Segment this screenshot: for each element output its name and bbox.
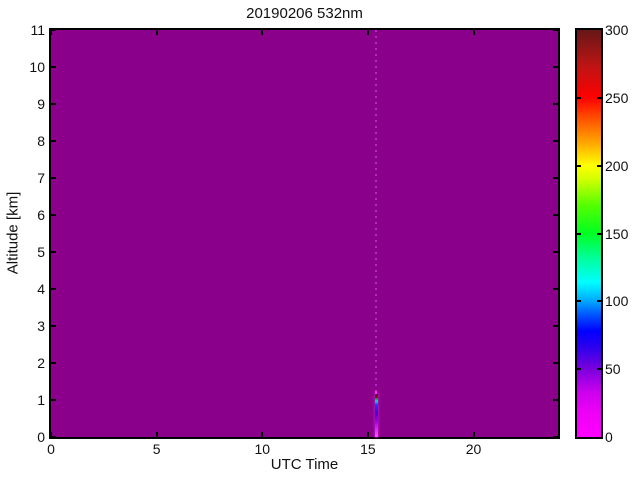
colorbar-tick-mark-right	[597, 164, 601, 167]
x-tick-mark-top	[155, 30, 158, 35]
y-tick-label: 2	[37, 355, 45, 371]
y-tick-mark-right	[553, 325, 558, 327]
colorbar-tick-mark-right	[597, 96, 601, 99]
y-tick-label: 10	[29, 59, 45, 75]
y-tick-mark	[51, 29, 56, 31]
colorbar-tick-mark	[577, 164, 581, 167]
y-tick-mark	[51, 288, 56, 290]
x-tick-mark-top	[472, 30, 475, 35]
colorbar-tick-mark	[577, 368, 581, 371]
x-tick-mark	[366, 432, 369, 437]
y-tick-label: 5	[37, 244, 45, 260]
colorbar-tick-mark	[577, 96, 581, 99]
y-tick-mark-right	[553, 140, 558, 142]
y-tick-mark	[51, 325, 56, 327]
x-tick-mark	[50, 432, 52, 437]
y-tick-mark	[51, 214, 56, 216]
x-tick-label: 5	[152, 441, 161, 457]
y-tick-mark	[51, 436, 56, 438]
x-axis-label: UTC Time	[270, 456, 339, 473]
y-axis-label: Altitude [km]	[4, 191, 22, 275]
y-tick-mark-right	[553, 177, 558, 179]
y-tick-mark-right	[553, 399, 558, 401]
colorbar-tick-mark-right	[597, 300, 601, 303]
x-tick-label: 20	[465, 441, 482, 457]
chart-title: 20190206 532nm	[246, 5, 363, 22]
colorbar-tick-label: 200	[605, 157, 629, 174]
backscatter-streak	[374, 393, 378, 437]
y-tick-mark	[51, 140, 56, 142]
x-tick-mark-top	[366, 30, 369, 35]
colorbar	[575, 28, 603, 439]
colorbar-tick-label: 50	[605, 361, 621, 378]
colorbar-tick-mark-right	[597, 232, 601, 235]
y-tick-mark	[51, 66, 56, 68]
y-tick-label: 9	[37, 96, 45, 112]
y-tick-mark	[51, 399, 56, 401]
y-tick-mark-right	[553, 251, 558, 253]
x-tick-label: 10	[254, 441, 271, 457]
x-tick-mark	[472, 432, 475, 437]
y-tick-mark	[51, 251, 56, 253]
y-tick-mark-right	[553, 214, 558, 216]
y-tick-label: 0	[37, 429, 45, 445]
y-tick-mark-right	[553, 362, 558, 364]
y-tick-label: 8	[37, 133, 45, 149]
y-tick-label: 3	[37, 318, 45, 334]
y-tick-mark	[51, 362, 56, 364]
noise-column	[375, 30, 378, 394]
y-tick-mark-right	[553, 103, 558, 105]
backscatter-streak-top-dot	[375, 391, 378, 395]
y-tick-mark-right	[553, 436, 558, 438]
y-tick-label: 1	[37, 392, 45, 408]
colorbar-tick-mark	[577, 232, 581, 235]
colorbar-tick-label: 300	[605, 22, 629, 38]
y-tick-label: 4	[37, 281, 45, 297]
y-tick-mark-right	[553, 66, 558, 68]
colorbar-tick-mark-right	[597, 368, 601, 371]
colorbar-tick-label: 100	[605, 293, 629, 310]
x-tick-mark-top	[261, 30, 264, 35]
y-tick-mark	[51, 103, 56, 105]
y-tick-label: 7	[37, 170, 45, 186]
x-tick-mark	[155, 432, 158, 437]
y-tick-mark	[51, 177, 56, 179]
colorbar-tick-label: 0	[605, 429, 613, 445]
y-tick-mark-right	[553, 288, 558, 290]
colorbar-tick-label: 250	[605, 89, 629, 106]
x-tick-label: 15	[360, 441, 376, 457]
x-tick-mark	[261, 432, 264, 437]
y-tick-label: 6	[37, 207, 45, 223]
x-tick-mark-top	[50, 30, 52, 35]
plot-area	[49, 28, 560, 439]
colorbar-tick-mark	[577, 300, 581, 303]
x-tick-label: 0	[47, 441, 55, 457]
y-tick-mark-right	[553, 29, 558, 31]
colorbar-tick-label: 150	[605, 225, 629, 242]
y-tick-label: 11	[30, 22, 45, 38]
